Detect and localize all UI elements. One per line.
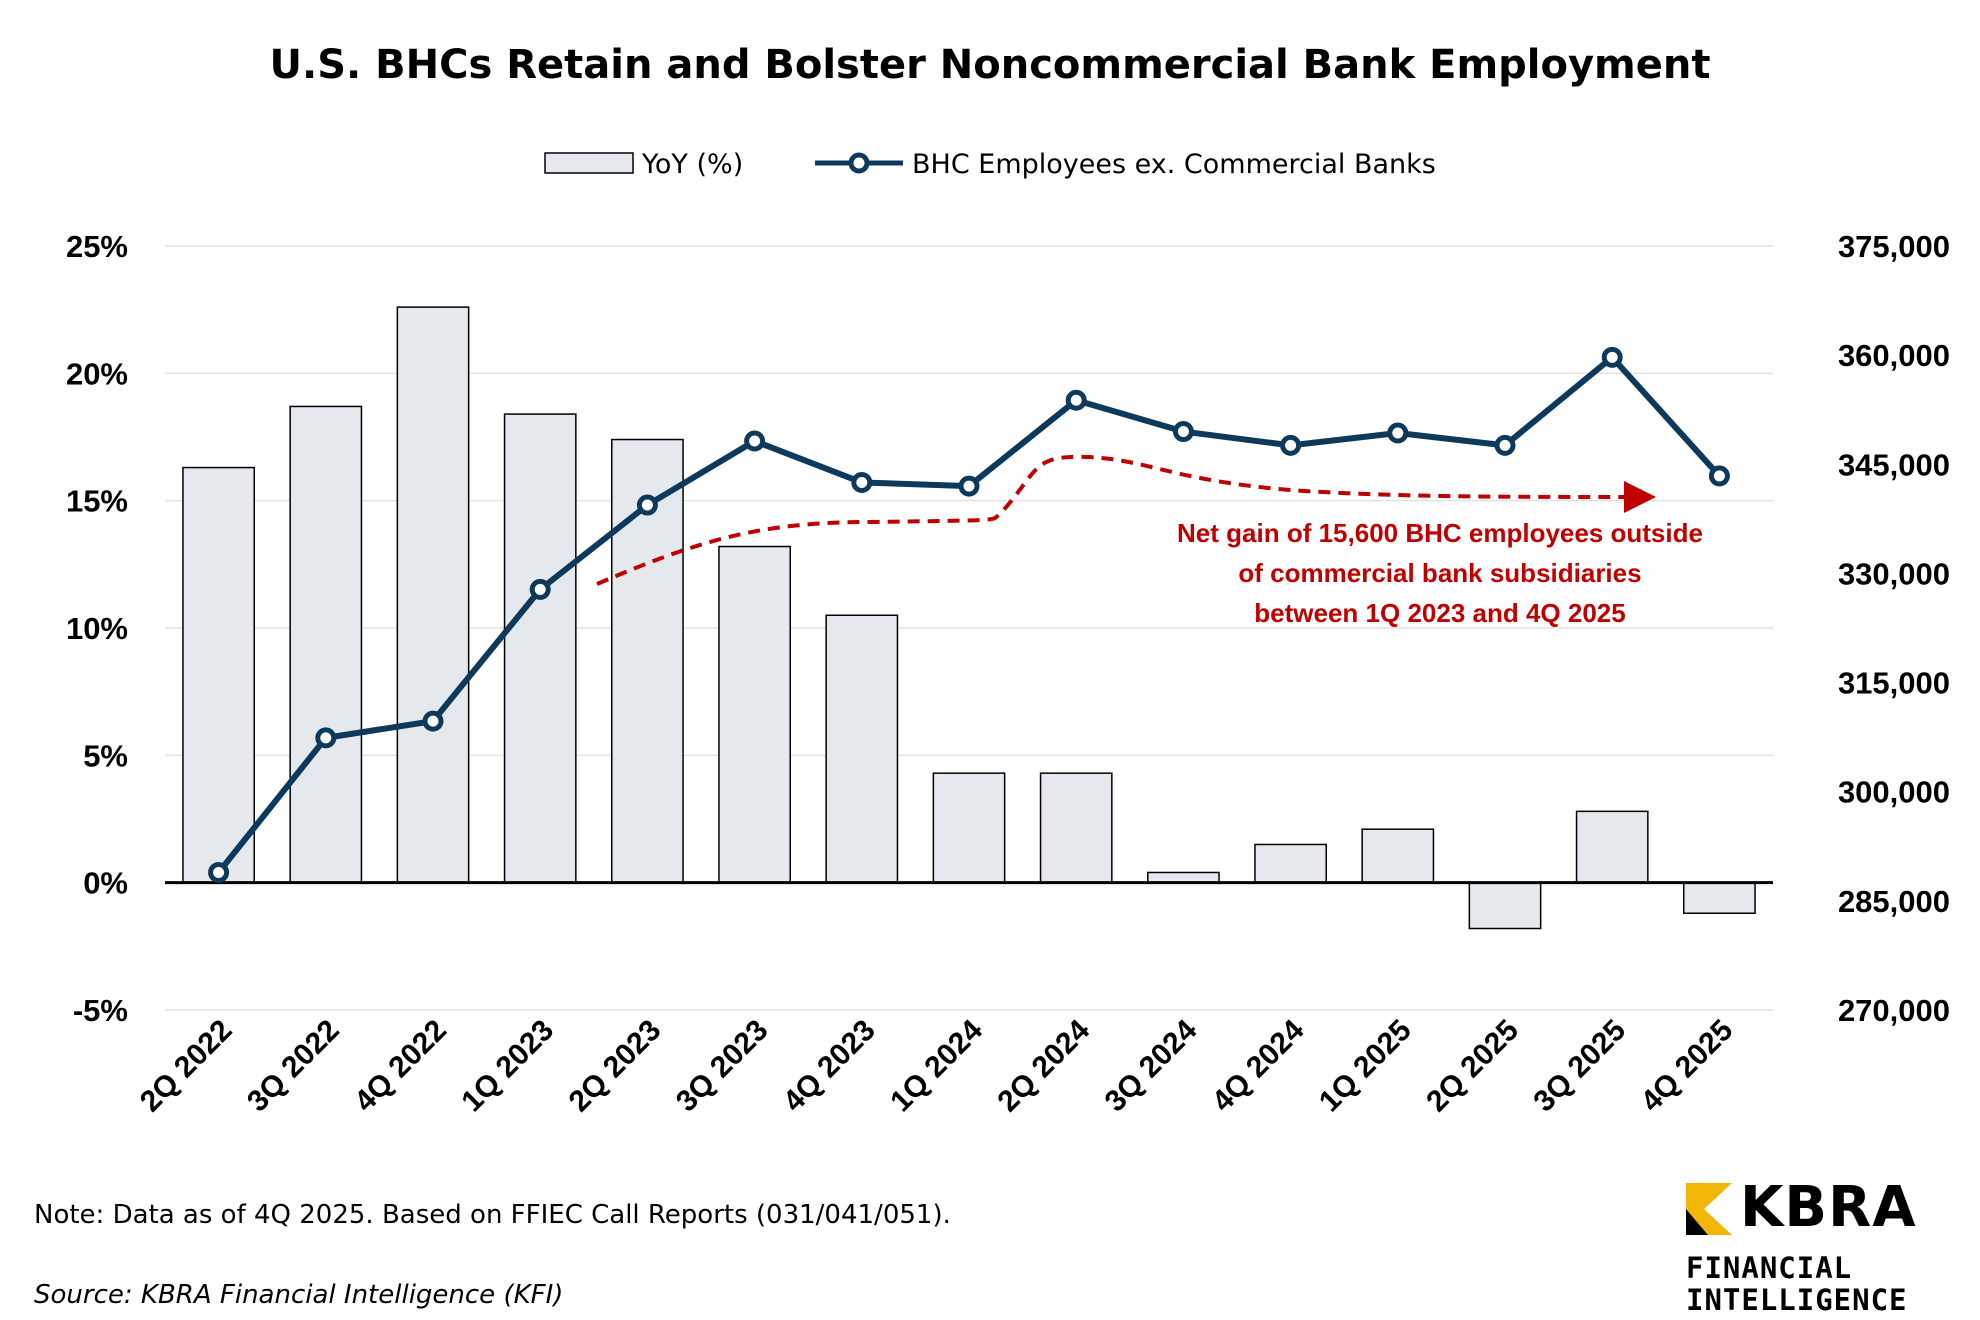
- bar: [503, 413, 577, 884]
- trend-arrow: [596, 454, 1656, 586]
- x-tick-label: 4Q 2024: [1206, 1013, 1311, 1118]
- bar: [825, 614, 899, 884]
- line-point: [315, 727, 337, 749]
- line-point: [422, 710, 444, 732]
- bar: [1254, 843, 1327, 884]
- line-point: [851, 471, 873, 493]
- x-tick-label: 1Q 2025: [1313, 1014, 1418, 1119]
- left-tick-label: -5%: [73, 993, 128, 1028]
- legend: YoY (%) BHC Employees ex. Commercial Ban…: [544, 149, 1436, 180]
- left-axis-ticks: -5% 0% 5% 10% 15% 20% 25%: [66, 229, 128, 1028]
- annotation-line-2: of commercial bank subsidiaries: [1238, 558, 1641, 588]
- right-tick-label: 360,000: [1838, 338, 1950, 373]
- source-note: Source: KBRA Financial Intelligence (KFI…: [34, 1280, 564, 1310]
- line-point: [958, 475, 980, 497]
- x-tick-label: 3Q 2022: [241, 1014, 346, 1119]
- x-tick-label: 2Q 2024: [991, 1013, 1096, 1118]
- bar: [718, 545, 791, 884]
- bar: [1575, 810, 1649, 884]
- right-axis-ticks: 270,000 285,000 300,000 315,000 330,000 345,0…: [1838, 229, 1950, 1028]
- line-series: [208, 346, 1730, 883]
- bar: [182, 466, 255, 884]
- x-tick-label: 3Q 2023: [670, 1014, 775, 1119]
- right-tick-label: 375,000: [1838, 229, 1950, 264]
- bar: [289, 405, 363, 884]
- line-point: [1387, 422, 1409, 444]
- logo-subtitle-1: FINANCIAL: [1686, 1251, 1853, 1285]
- right-tick-label: 330,000: [1838, 556, 1950, 591]
- right-tick-label: 345,000: [1838, 447, 1950, 482]
- left-tick-label: 20%: [66, 356, 128, 391]
- x-tick-label: 1Q 2024: [884, 1013, 989, 1118]
- x-tick-label: 2Q 2025: [1420, 1014, 1525, 1119]
- logo-name: KBRA: [1740, 1175, 1917, 1240]
- line-point: [529, 578, 551, 600]
- left-tick-label: 0%: [83, 866, 128, 901]
- legend-bar-swatch: [544, 152, 634, 174]
- x-tick-label: 2Q 2023: [563, 1014, 668, 1119]
- bar: [932, 772, 1006, 884]
- line-point: [1280, 434, 1302, 456]
- line-point: [636, 494, 658, 516]
- x-tick-label: 3Q 2025: [1527, 1014, 1632, 1119]
- right-tick-label: 300,000: [1838, 775, 1950, 810]
- line-point: [744, 430, 766, 452]
- line-point: [1065, 389, 1087, 411]
- x-axis-ticks: 2Q 2022 3Q 2022 4Q 2022 1Q 2023 2Q 2023 3Q 20…: [134, 1013, 1740, 1118]
- annotation: Net gain of 15,600 BHC employees outside…: [1177, 518, 1703, 628]
- bar: [1468, 881, 1542, 930]
- bar: [1683, 881, 1756, 914]
- kbra-logo: KBRA FINANCIAL INTELLIGENCE: [1686, 1175, 1976, 1318]
- legend-bar-label: YoY (%): [641, 149, 743, 180]
- left-tick-label: 25%: [66, 229, 128, 264]
- trend-arrow-path: [596, 454, 1656, 586]
- bar: [1039, 772, 1113, 884]
- bar: [396, 306, 470, 884]
- x-tick-label: 3Q 2024: [1099, 1013, 1204, 1118]
- right-tick-label: 285,000: [1838, 884, 1950, 919]
- line-point: [1601, 346, 1623, 368]
- left-tick-label: 15%: [66, 484, 128, 519]
- footnote: Note: Data as of 4Q 2025. Based on FFIEC…: [34, 1200, 951, 1230]
- legend-line-marker: [848, 152, 870, 174]
- left-tick-label: 10%: [66, 611, 128, 646]
- line-point: [1708, 465, 1730, 487]
- bar: [1361, 828, 1435, 884]
- x-tick-label: 4Q 2025: [1635, 1014, 1740, 1119]
- annotation-line-1: Net gain of 15,600 BHC employees outside: [1177, 518, 1703, 548]
- right-tick-label: 270,000: [1838, 993, 1950, 1028]
- logo-mark-icon: [1686, 1183, 1732, 1235]
- right-tick-label: 315,000: [1838, 666, 1950, 701]
- logo-subtitle-2: INTELLIGENCE: [1686, 1283, 1908, 1317]
- x-tick-label: 2Q 2022: [134, 1014, 239, 1119]
- x-tick-label: 4Q 2023: [777, 1014, 882, 1119]
- annotation-line-3: between 1Q 2023 and 4Q 2025: [1254, 598, 1625, 628]
- line-point: [1172, 421, 1194, 443]
- left-tick-label: 5%: [83, 738, 128, 773]
- line-point: [208, 861, 230, 883]
- chart-title: U.S. BHCs Retain and Bolster Noncommerci…: [270, 42, 1711, 88]
- legend-line-label: BHC Employees ex. Commercial Banks: [912, 149, 1436, 180]
- line-point: [1494, 434, 1516, 456]
- x-tick-label: 1Q 2023: [455, 1014, 560, 1119]
- bars: [182, 306, 1756, 930]
- x-tick-label: 4Q 2022: [348, 1014, 453, 1119]
- bar: [1147, 871, 1220, 884]
